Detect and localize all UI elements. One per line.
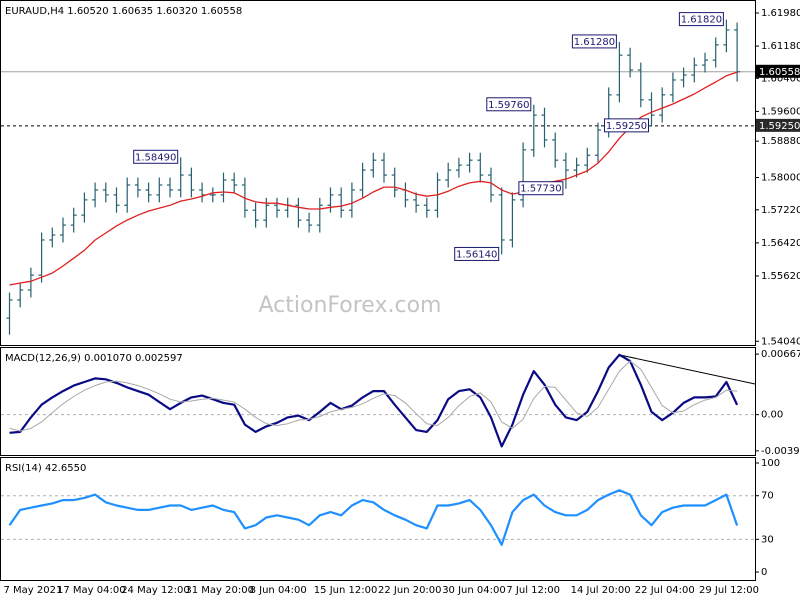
y-tick-label: 1.61180: [761, 41, 800, 52]
macd-panel: [0, 347, 756, 456]
y-tick-label: 1.57220: [761, 205, 800, 216]
panel-title: MACD(12,26,9) 0.001070 0.002597: [5, 353, 183, 364]
x-tick-label: 7 May 2021: [4, 585, 63, 596]
y-tick-label: 1.54040: [761, 336, 800, 347]
annotation-box: [604, 118, 649, 133]
y-tick-label: 0.00: [761, 410, 783, 421]
rsi-panel: [0, 457, 756, 581]
x-tick-label: 29 Jul 12:00: [699, 585, 759, 596]
indicator-line: [9, 353, 739, 448]
y-tick-label: -0.003994: [761, 446, 800, 457]
annotation-box: [571, 34, 617, 49]
x-tick-label: 31 May 20:00: [185, 585, 254, 596]
annotation-label: 1.58490: [135, 152, 176, 163]
y-tick-label: 1.55620: [761, 271, 800, 282]
indicator-line: [8, 489, 739, 546]
x-tick-label: 15 Jun 12:00: [314, 585, 378, 596]
x-tick-label: 30 Jun 04:00: [442, 585, 506, 596]
x-tick-label: 7 Jul 12:00: [506, 585, 560, 596]
annotation-label: 1.61820: [681, 15, 722, 26]
y-tick-label: 0: [761, 567, 767, 578]
x-tick-label: 17 May 04:00: [57, 585, 126, 596]
indicator-line: [9, 360, 738, 432]
x-tick-label: 22 Jun 20:00: [378, 585, 442, 596]
level-box: [756, 64, 800, 78]
annotation-label: 1.56140: [456, 249, 497, 260]
y-tick-label: 1.59600: [761, 106, 800, 117]
y-tick-label: 30: [761, 534, 774, 545]
x-tick-label: 22 Jul 04:00: [635, 585, 695, 596]
annotation-label: 1.57730: [520, 184, 561, 195]
price-panel: [0, 0, 756, 346]
panel-title: EURAUD,H4 1.60520 1.60635 1.60320 1.6055…: [5, 6, 242, 17]
y-tick-label: 70: [761, 491, 774, 502]
level-box: [756, 118, 800, 132]
y-tick-label: 1.56420: [761, 238, 800, 249]
annotation-box: [486, 97, 532, 112]
x-tick-label: 8 Jun 04:00: [250, 585, 307, 596]
annotation-label: 1.59250: [606, 121, 647, 132]
x-tick-label: 14 Jul 20:00: [571, 585, 631, 596]
y-tick-label: 1.58000: [761, 173, 800, 184]
annotation-label: 1.61280: [574, 37, 615, 48]
annotation-box: [678, 12, 724, 27]
panel-title: RSI(14) 42.6550: [5, 463, 86, 474]
trend-line: [619, 354, 756, 385]
annotation-box: [454, 246, 500, 261]
y-tick-label: 1.60400: [761, 73, 800, 84]
annotation-box: [133, 149, 179, 164]
y-tick-label: 1.61980: [761, 8, 800, 19]
moving-average: [9, 71, 738, 286]
level-label: 1.60558: [759, 67, 800, 78]
y-tick-label: 1.58880: [761, 136, 800, 147]
y-tick-label: 0.006679: [761, 349, 800, 360]
level-label: 1.59250: [759, 121, 800, 132]
y-tick-label: 100: [761, 458, 780, 469]
x-tick-label: 24 May 12:00: [121, 585, 190, 596]
annotation-box: [518, 181, 564, 196]
annotation-label: 1.59760: [488, 100, 529, 111]
watermark: ActionForex.com: [259, 293, 442, 318]
